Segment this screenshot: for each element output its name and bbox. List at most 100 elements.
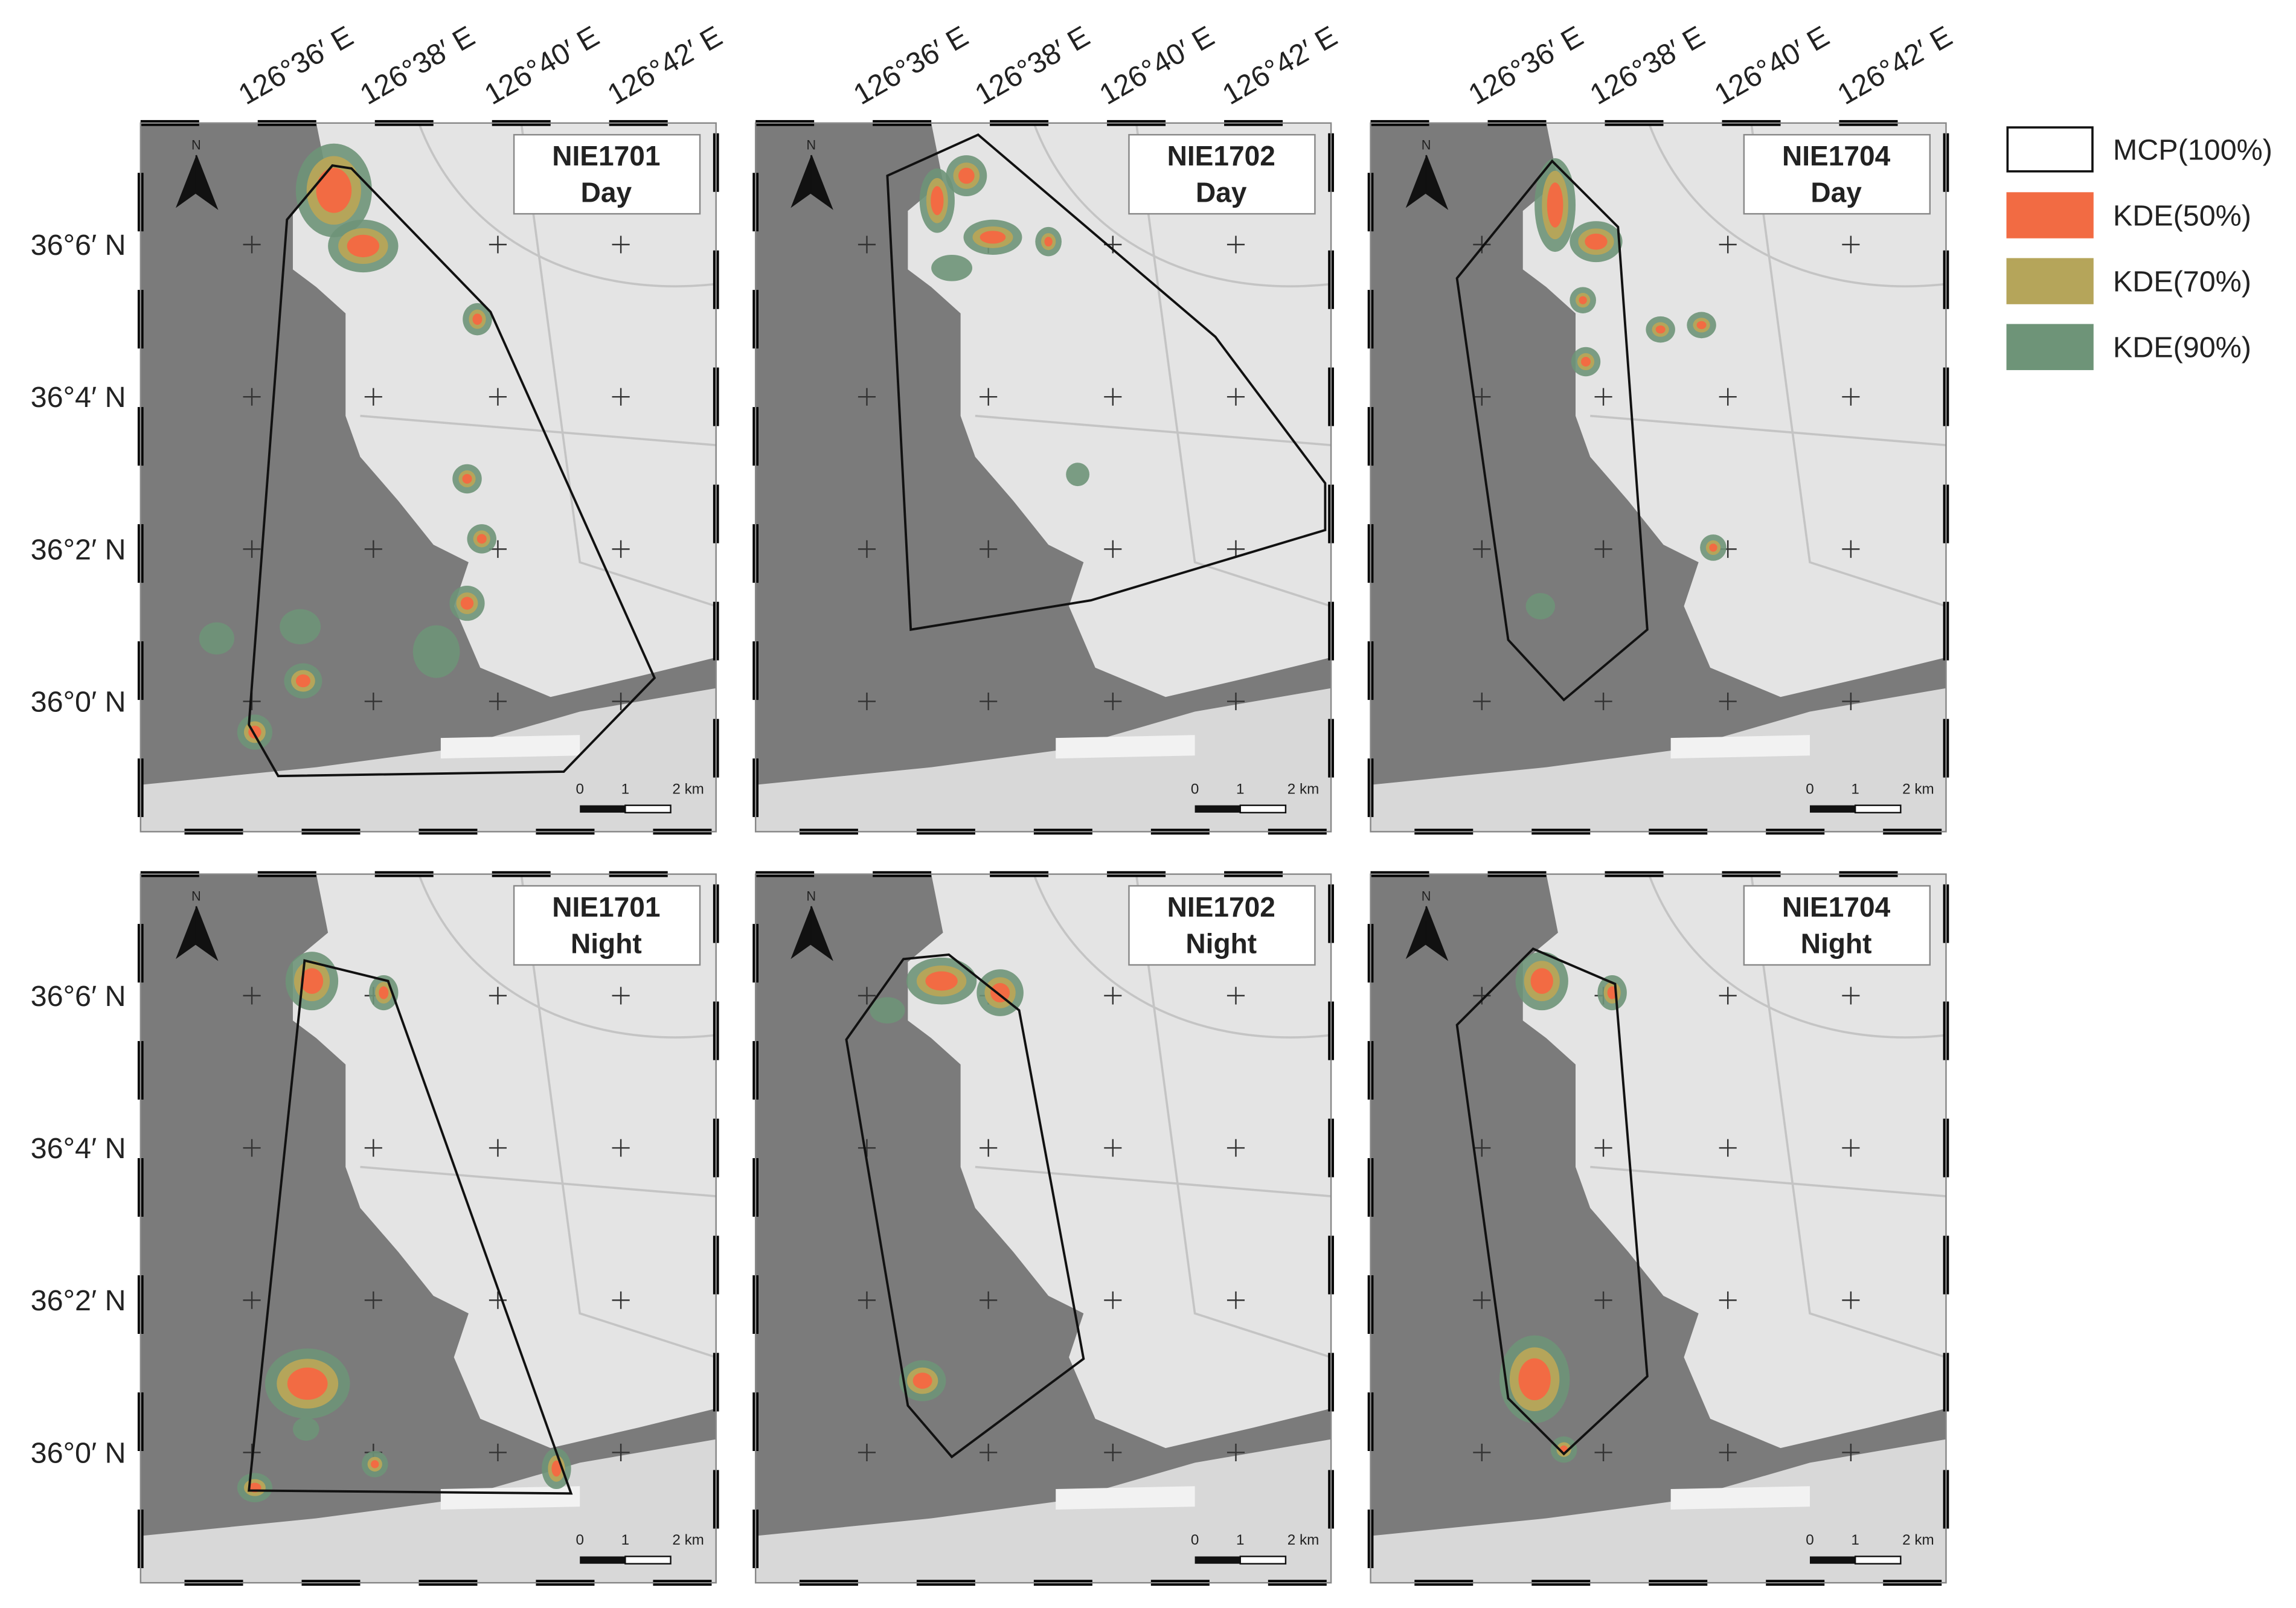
latitude-label: 36°4′ N <box>31 381 126 414</box>
road <box>975 123 1332 607</box>
legend-swatch <box>2006 192 2094 239</box>
map-body: N NIE1704 Night 0 1 2 km <box>1370 874 1946 1583</box>
legend-label: KDE(50%) <box>2113 199 2251 232</box>
island <box>1670 735 1810 759</box>
kde-90 <box>412 625 460 678</box>
legend-swatch <box>2006 258 2094 304</box>
frame <box>754 122 1332 833</box>
scale-label: 2 km <box>1287 1532 1320 1548</box>
grid-cross <box>858 1139 876 1157</box>
latitude-label: 36°6′ N <box>31 980 126 1013</box>
grid-cross <box>612 540 630 558</box>
latitude-label: 36°2′ N <box>31 533 126 566</box>
grid-cross <box>612 388 630 406</box>
grid-cross <box>612 1139 630 1157</box>
kde-90 <box>931 254 973 281</box>
kde-50 <box>1579 296 1587 304</box>
grid-cross <box>1719 1291 1737 1309</box>
grid-cross <box>1842 235 1860 254</box>
land <box>1522 874 1946 1449</box>
grid-cross <box>858 235 876 254</box>
longitude-label: 126°40′ E <box>1709 20 1835 111</box>
mcp-polygon <box>248 959 573 1495</box>
scale-bar <box>1194 1556 1240 1564</box>
grid-cross <box>612 1443 630 1461</box>
scale-label: 2 km <box>1902 1532 1934 1548</box>
scale-bar <box>1809 1556 1856 1564</box>
grid-cross <box>858 1443 876 1461</box>
north-arrow <box>790 155 812 208</box>
north-label: N <box>806 888 816 903</box>
kde-50 <box>551 1460 562 1477</box>
kde-50 <box>316 167 352 213</box>
kde-50 <box>462 473 472 484</box>
kde-50 <box>295 674 310 688</box>
grid-cross <box>1104 987 1122 1005</box>
grid-cross <box>1473 1139 1491 1157</box>
map-panel: N NIE1704 Night 0 1 2 km <box>1367 871 1949 1586</box>
mcp-polygon <box>845 953 1085 1459</box>
kde-50 <box>1530 968 1553 994</box>
legend-swatch <box>2006 126 2094 173</box>
scale-bar <box>1239 804 1287 814</box>
grid-cross <box>1104 388 1122 406</box>
grid-cross <box>1594 692 1612 711</box>
grid-cross <box>1594 1443 1612 1461</box>
legend-label: KDE(70%) <box>2113 266 2251 298</box>
latitude-label: 36°0′ N <box>31 685 126 718</box>
longitude-label: 126°42′ E <box>602 20 728 111</box>
north-arrow <box>195 906 219 961</box>
grid-cross <box>1719 235 1737 254</box>
grid-cross <box>980 540 998 558</box>
land <box>755 688 1332 832</box>
land <box>908 874 1332 1449</box>
grid-cross <box>980 1139 998 1157</box>
grid-cross <box>858 388 876 406</box>
grid-cross <box>1227 1291 1245 1309</box>
grid-cross <box>1842 692 1860 711</box>
north-arrow <box>195 155 219 210</box>
kde-50 <box>958 167 975 184</box>
kde-50 <box>347 234 380 258</box>
island <box>1670 1486 1810 1510</box>
map-body: N NIE1702 Night 0 1 2 km <box>755 874 1332 1583</box>
land <box>908 123 1332 697</box>
kde-90 <box>199 622 234 655</box>
grid-cross <box>489 235 507 254</box>
grid-cross <box>1104 1139 1122 1157</box>
grid-cross <box>364 1139 382 1157</box>
scale-label: 0 <box>1191 1532 1199 1548</box>
mcp-polygon <box>248 164 656 778</box>
frame <box>139 873 717 1584</box>
north-label: N <box>806 137 816 152</box>
scale-label: 0 <box>576 781 583 797</box>
grid-cross <box>364 540 382 558</box>
grid-cross <box>1842 1443 1860 1461</box>
grid-cross <box>1842 987 1860 1005</box>
land <box>140 688 716 832</box>
scale-bar <box>1194 805 1240 813</box>
north-arrow <box>1405 906 1426 959</box>
kde-50 <box>1585 233 1608 250</box>
grid-cross <box>1594 540 1612 558</box>
road <box>975 874 1332 1359</box>
grid-cross <box>1104 1443 1122 1461</box>
scale-label: 0 <box>576 1532 583 1548</box>
longitude-label: 126°38′ E <box>1585 20 1710 111</box>
grid-cross <box>980 1291 998 1309</box>
grid-cross <box>243 987 261 1005</box>
kde-50 <box>1655 325 1666 334</box>
kde-50 <box>472 313 483 325</box>
land <box>140 1439 716 1583</box>
grid-cross <box>1842 540 1860 558</box>
scale-label: 1 <box>1851 781 1859 797</box>
latitude-label: 36°6′ N <box>31 229 126 261</box>
grid-cross <box>612 1291 630 1309</box>
grid-cross <box>1473 235 1491 254</box>
grid-cross <box>1227 692 1245 711</box>
map-panel: N NIE1702 Night 0 1 2 km <box>752 871 1334 1586</box>
frame <box>754 873 1332 1584</box>
scale-bar <box>1239 1555 1287 1565</box>
grid-cross <box>1473 1443 1491 1461</box>
